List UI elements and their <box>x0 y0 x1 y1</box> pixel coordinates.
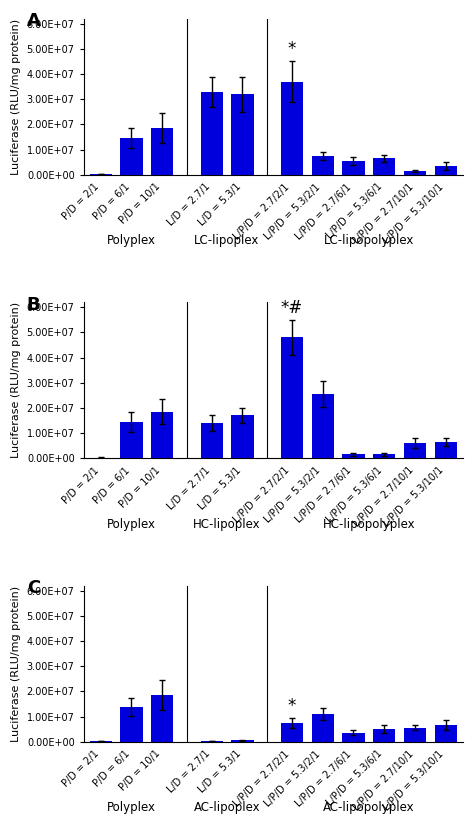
Text: Polyplex: Polyplex <box>107 234 156 247</box>
Text: LC-lipoplex: LC-lipoplex <box>194 234 260 247</box>
Bar <box>231 740 254 742</box>
Bar <box>201 423 223 458</box>
Y-axis label: Luciferase (RLU/mg protein): Luciferase (RLU/mg protein) <box>11 586 21 742</box>
Bar <box>231 94 254 175</box>
Text: HC-lipopolyplex: HC-lipopolyplex <box>322 518 415 530</box>
Text: AC-lipopolyplex: AC-lipopolyplex <box>323 801 415 814</box>
Bar <box>404 728 426 742</box>
Bar <box>373 158 395 175</box>
Bar <box>435 726 457 742</box>
Text: LC-lipopolyplex: LC-lipopolyplex <box>324 234 414 247</box>
Y-axis label: Luciferase (RLU/mg protein): Luciferase (RLU/mg protein) <box>11 303 21 458</box>
Bar <box>120 138 143 175</box>
Bar <box>120 707 143 742</box>
Text: AC-lipoplex: AC-lipoplex <box>194 801 260 814</box>
Bar <box>342 161 365 175</box>
Bar <box>231 416 254 458</box>
Bar <box>342 733 365 742</box>
Bar <box>311 156 334 175</box>
Bar <box>342 454 365 458</box>
Bar <box>404 171 426 175</box>
Text: *: * <box>288 40 296 59</box>
Bar <box>151 128 173 175</box>
Bar <box>120 422 143 458</box>
Text: A: A <box>27 13 41 30</box>
Bar <box>281 81 303 175</box>
Bar <box>281 338 303 458</box>
Bar <box>373 729 395 742</box>
Bar <box>435 166 457 175</box>
Bar <box>151 696 173 742</box>
Bar <box>201 91 223 175</box>
Y-axis label: Luciferase (RLU/mg protein): Luciferase (RLU/mg protein) <box>11 18 21 175</box>
Text: C: C <box>27 579 40 597</box>
Text: Polyplex: Polyplex <box>107 518 156 530</box>
Text: *#: *# <box>281 298 303 317</box>
Bar <box>151 411 173 458</box>
Text: Polyplex: Polyplex <box>107 801 156 814</box>
Bar <box>281 723 303 742</box>
Text: *: * <box>288 696 296 715</box>
Bar <box>311 394 334 458</box>
Bar <box>311 714 334 742</box>
Text: B: B <box>27 296 40 314</box>
Bar <box>404 443 426 458</box>
Bar <box>435 442 457 458</box>
Bar <box>373 454 395 458</box>
Text: HC-lipoplex: HC-lipoplex <box>193 518 261 530</box>
